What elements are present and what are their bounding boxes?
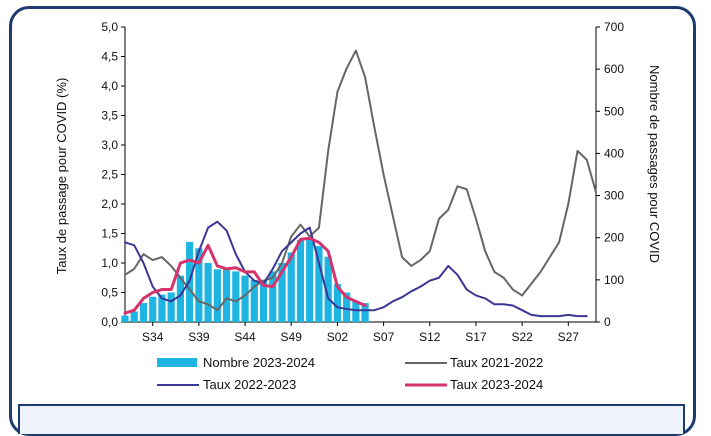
x-tick-label: S07 [373, 330, 395, 344]
series-line-2 [123, 236, 367, 315]
y-right-tick-label: 500 [604, 104, 624, 118]
chart-frame [9, 6, 696, 436]
y-left-label: Taux de passage pour COVID (%) [54, 78, 69, 275]
bar [222, 269, 231, 322]
bar [149, 296, 157, 322]
bar [204, 263, 212, 322]
legend-label-bars: Nombre 2023-2024 [203, 355, 315, 370]
chart: 0,0 0,5 1,0 1,5 2,0 2,5 3,0 3,5 4,0 4,5 5,0 0 100 200… [54, 20, 662, 392]
bar [269, 271, 277, 322]
y-left-tick-label: 0,5 [101, 286, 118, 300]
bar [343, 292, 351, 322]
x-tick-label: S27 [558, 330, 580, 344]
y-right-tick-label: 200 [604, 231, 624, 245]
x-tick-label: S34 [142, 330, 164, 344]
y-left-tick-label: 1,5 [101, 227, 118, 241]
y-right-tick-label: 700 [604, 20, 624, 34]
bar-series [121, 237, 369, 322]
bar [232, 271, 240, 322]
bar [259, 279, 268, 322]
legend-label-2021-2022: Taux 2021-2022 [450, 355, 543, 370]
y-left-tick-label: 1,0 [101, 256, 118, 270]
bar [324, 256, 332, 322]
bar [296, 239, 305, 322]
bar [361, 303, 369, 322]
y-right-tick-label: 100 [604, 273, 624, 287]
x-tick-label: S17 [465, 330, 487, 344]
bar [315, 246, 323, 322]
bar [139, 303, 148, 322]
x-tick-label: S39 [188, 330, 210, 344]
y-right-tick-label: 400 [604, 146, 624, 160]
y-left-tick-label: 0,0 [101, 315, 118, 329]
bar [278, 263, 286, 322]
x-tick-label: S44 [234, 330, 256, 344]
y-left-tick-label: 5,0 [101, 20, 118, 34]
bar [241, 275, 249, 322]
bar [333, 284, 342, 322]
bar [195, 248, 203, 322]
legend-label-2022-2023: Taux 2022-2023 [203, 377, 296, 392]
bar [250, 279, 258, 322]
x-tick-label: S49 [281, 330, 303, 344]
bar [121, 315, 129, 322]
y-left-tick-label: 3,5 [101, 109, 118, 123]
bar [287, 252, 295, 322]
series-line-1 [124, 220, 588, 318]
y-right-label: Nombre de passages pour COVID [647, 65, 662, 263]
bar [167, 292, 175, 322]
axes: 0,0 0,5 1,0 1,5 2,0 2,5 3,0 3,5 4,0 4,5 5,0 0 100 200… [101, 20, 624, 344]
y-left-tick-label: 4,5 [101, 50, 118, 64]
bar [306, 237, 314, 322]
legend-swatch-bars [157, 358, 197, 367]
bar [213, 269, 221, 322]
x-tick-label: S02 [327, 330, 349, 344]
bar [158, 294, 166, 322]
y-left-tick-label: 4,0 [101, 79, 118, 93]
x-tick-label: S12 [419, 330, 441, 344]
bar [176, 275, 185, 322]
y-right-tick-label: 600 [604, 62, 624, 76]
x-tick-label: S22 [511, 330, 533, 344]
legend-label-2023-2024: Taux 2023-2024 [450, 377, 543, 392]
y-left-tick-label: 3,0 [101, 138, 118, 152]
y-right-tick-label: 0 [604, 315, 611, 329]
y-right-tick-label: 300 [604, 189, 624, 203]
y-left-tick-label: 2,0 [101, 197, 118, 211]
series-line-0 [124, 49, 597, 312]
line-series [123, 49, 597, 318]
legend: Nombre 2023-2024 Taux 2021-2022 Taux 202… [157, 355, 543, 392]
bar [130, 311, 138, 322]
bar [352, 300, 360, 322]
y-left-tick-label: 2,5 [101, 168, 118, 182]
